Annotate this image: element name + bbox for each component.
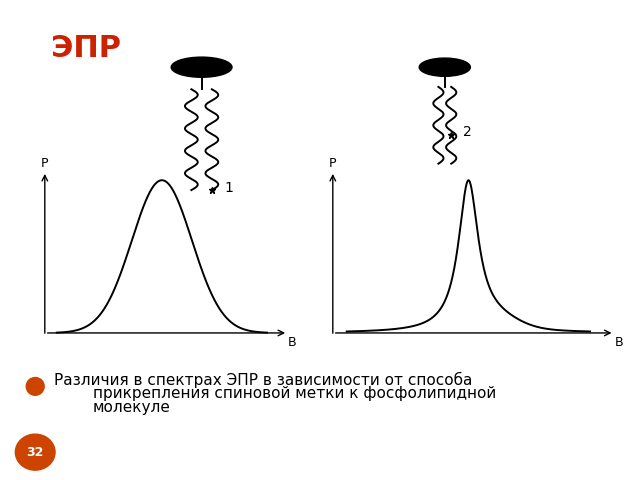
Ellipse shape [26, 377, 44, 396]
Text: 1: 1 [224, 180, 233, 195]
Text: молекуле: молекуле [93, 400, 171, 415]
Text: P: P [41, 156, 49, 169]
Text: P: P [329, 156, 337, 169]
Text: B: B [288, 336, 296, 349]
Text: ЭПР: ЭПР [51, 34, 121, 62]
Ellipse shape [15, 434, 55, 470]
Ellipse shape [419, 58, 470, 76]
Text: B: B [614, 336, 623, 349]
Text: 2: 2 [463, 125, 472, 140]
Ellipse shape [172, 57, 232, 77]
Text: прикрепления спиновой метки к фосфолипидной: прикрепления спиновой метки к фосфолипид… [93, 386, 496, 401]
Text: Различия в спектрах ЭПР в зависимости от способа: Различия в спектрах ЭПР в зависимости от… [54, 372, 473, 388]
Text: 32: 32 [26, 445, 44, 459]
